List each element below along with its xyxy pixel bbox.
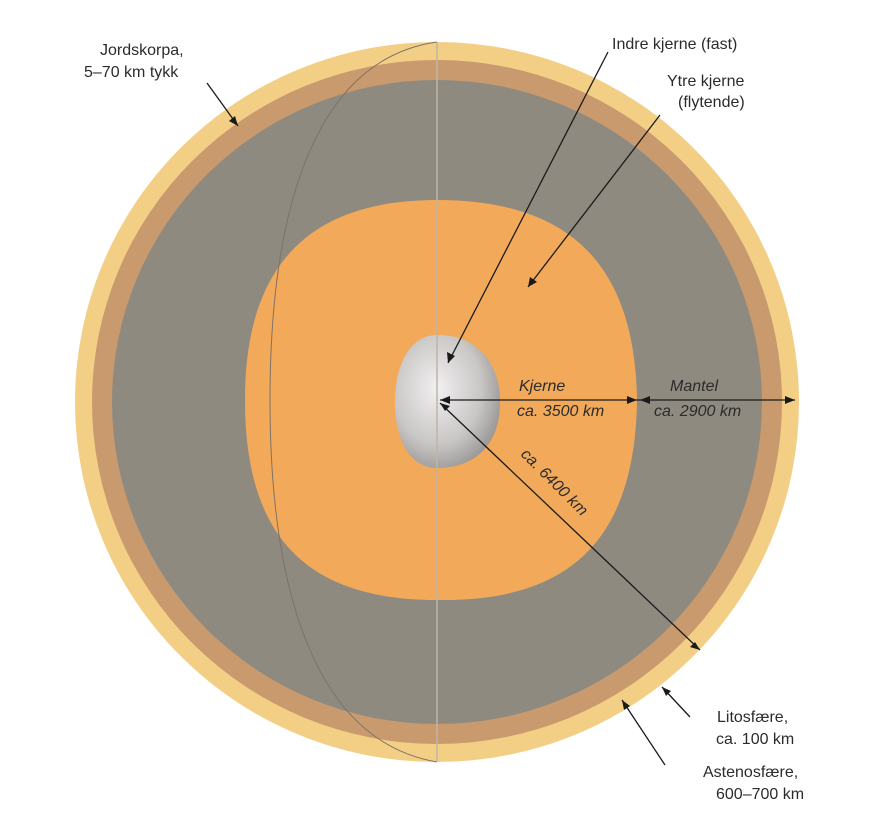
- asthenosphere-label: Astenosfære, 600–700 km: [703, 764, 804, 803]
- inner-core-arrow: [447, 352, 455, 363]
- mantle-arrow-left: [640, 396, 650, 404]
- core-distance-label: Kjerne ca. 3500 km: [517, 378, 604, 420]
- crust-arrow: [229, 116, 238, 126]
- asthenosphere-arrow: [622, 700, 630, 710]
- core-arrow-left: [440, 396, 450, 404]
- lithosphere-arrow: [662, 687, 671, 696]
- outer-core-arrow: [528, 277, 537, 287]
- asthenosphere-leader: [621, 699, 666, 766]
- annotations: [206, 51, 795, 766]
- outer-core-label: Ytre kjerne (flytende): [667, 73, 749, 111]
- lithosphere-label: Litosfære, ca. 100 km: [716, 709, 794, 748]
- radius-line: [439, 402, 701, 651]
- crust-label: Jordskorpa, 5–70 km tykk: [84, 42, 188, 81]
- mantle-arrow-right: [785, 396, 795, 404]
- radius-arrow-end: [690, 642, 700, 650]
- core-arrow-right: [627, 396, 637, 404]
- mantle-distance-label: Mantel ca. 2900 km: [654, 378, 741, 420]
- inner-core-leader: [447, 51, 609, 364]
- radius-arrow-start: [440, 403, 450, 411]
- outer-core-leader: [527, 114, 661, 288]
- cut-edge: [269, 41, 438, 763]
- inner-core-label: Indre kjerne (fast): [612, 36, 737, 53]
- cutaway: [75, 41, 799, 763]
